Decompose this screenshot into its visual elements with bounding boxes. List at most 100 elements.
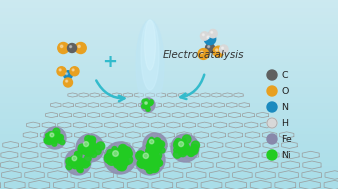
Circle shape — [115, 153, 124, 162]
Circle shape — [76, 161, 83, 168]
Circle shape — [113, 151, 118, 156]
Circle shape — [142, 99, 146, 104]
Bar — [0, 16, 338, 19]
Circle shape — [89, 140, 95, 146]
Circle shape — [125, 150, 132, 158]
Circle shape — [187, 149, 195, 156]
Circle shape — [181, 145, 188, 153]
Circle shape — [147, 152, 152, 157]
Text: C: C — [281, 70, 288, 80]
Bar — [0, 176, 338, 180]
Circle shape — [76, 134, 104, 162]
Circle shape — [121, 148, 129, 156]
Circle shape — [173, 142, 180, 149]
Circle shape — [119, 146, 128, 154]
Circle shape — [154, 159, 162, 166]
Circle shape — [267, 86, 277, 96]
Circle shape — [112, 146, 117, 152]
Bar — [0, 6, 338, 9]
Circle shape — [143, 153, 148, 159]
Circle shape — [209, 29, 217, 38]
Circle shape — [182, 139, 186, 143]
Bar — [0, 63, 338, 66]
Circle shape — [142, 104, 146, 108]
Circle shape — [51, 133, 56, 138]
Circle shape — [150, 143, 154, 148]
Circle shape — [53, 128, 60, 135]
Circle shape — [78, 144, 86, 152]
Circle shape — [147, 157, 152, 163]
Bar — [0, 183, 338, 186]
Circle shape — [174, 141, 179, 145]
Circle shape — [91, 137, 96, 142]
Circle shape — [60, 139, 65, 145]
Circle shape — [145, 103, 149, 107]
Bar — [0, 120, 338, 123]
Circle shape — [157, 147, 162, 152]
Circle shape — [78, 161, 83, 165]
Circle shape — [206, 43, 215, 53]
Circle shape — [87, 139, 93, 145]
Bar — [0, 35, 338, 38]
Circle shape — [115, 150, 124, 160]
Circle shape — [48, 134, 54, 140]
Circle shape — [88, 141, 95, 148]
Bar — [0, 148, 338, 151]
Circle shape — [180, 145, 187, 152]
Circle shape — [181, 145, 186, 149]
Bar — [0, 161, 338, 164]
Circle shape — [150, 141, 158, 148]
Circle shape — [52, 135, 58, 140]
Bar — [0, 57, 338, 60]
Text: N: N — [281, 102, 288, 112]
Circle shape — [87, 142, 94, 149]
Bar — [0, 72, 338, 76]
Circle shape — [53, 139, 57, 144]
Circle shape — [110, 152, 118, 160]
Ellipse shape — [136, 20, 164, 110]
Circle shape — [147, 148, 155, 156]
Bar — [0, 66, 338, 69]
Circle shape — [89, 144, 95, 150]
Bar — [0, 47, 338, 50]
Bar — [0, 32, 338, 35]
Circle shape — [146, 164, 151, 170]
Circle shape — [192, 147, 198, 153]
Bar — [0, 0, 338, 3]
Circle shape — [54, 137, 58, 141]
Circle shape — [178, 145, 182, 149]
Bar — [0, 38, 338, 41]
Circle shape — [178, 146, 187, 154]
Circle shape — [178, 143, 187, 152]
Circle shape — [146, 156, 154, 164]
Circle shape — [146, 103, 150, 107]
Circle shape — [77, 166, 82, 172]
Circle shape — [50, 133, 54, 137]
Circle shape — [148, 146, 155, 153]
Bar — [0, 60, 338, 63]
Circle shape — [88, 146, 92, 150]
Circle shape — [136, 151, 145, 161]
Circle shape — [150, 101, 153, 105]
Text: O: O — [281, 87, 288, 95]
Circle shape — [107, 156, 116, 165]
Bar — [0, 129, 338, 132]
Circle shape — [207, 36, 210, 39]
Circle shape — [220, 45, 228, 53]
Text: +: + — [102, 53, 118, 71]
Circle shape — [45, 139, 49, 143]
Circle shape — [47, 139, 52, 145]
Circle shape — [87, 144, 94, 151]
Bar — [0, 79, 338, 82]
Circle shape — [174, 147, 179, 153]
Circle shape — [47, 132, 54, 139]
Circle shape — [146, 107, 150, 111]
Circle shape — [74, 160, 79, 164]
Circle shape — [89, 143, 96, 149]
Circle shape — [118, 147, 128, 157]
Circle shape — [118, 152, 126, 160]
Circle shape — [86, 162, 90, 166]
Circle shape — [148, 108, 150, 111]
Circle shape — [192, 141, 199, 149]
Circle shape — [74, 159, 81, 165]
